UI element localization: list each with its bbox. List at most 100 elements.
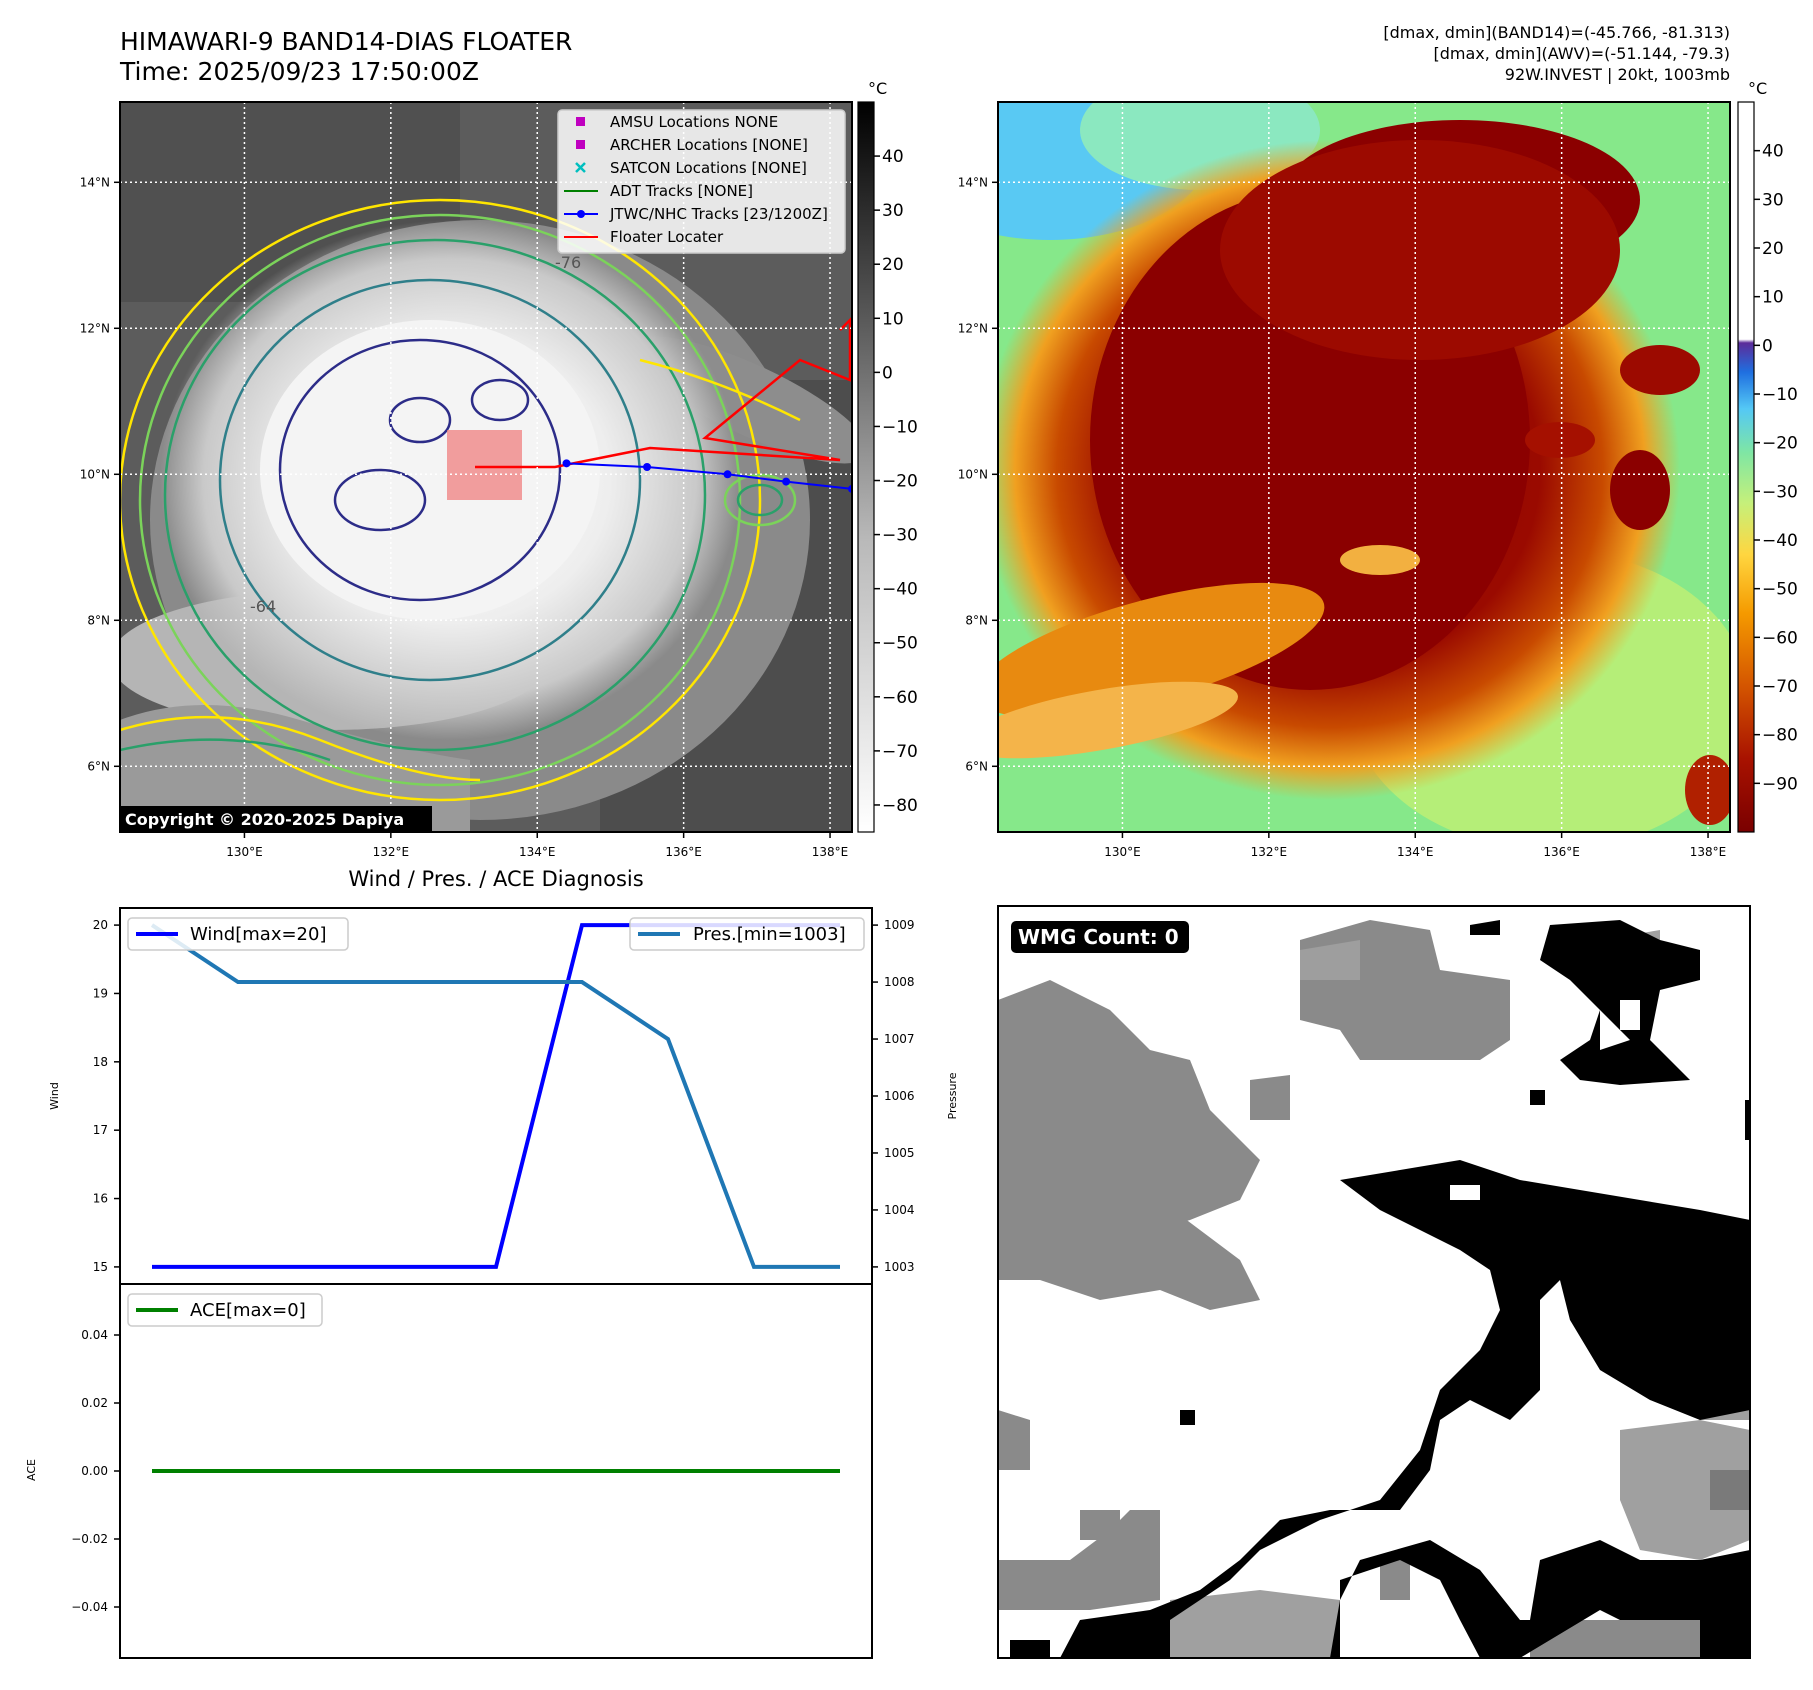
legend-entry: Floater Locater [564,228,724,246]
figure-time: Time: 2025/09/23 17:50:00Z [119,57,479,86]
wind-pressure-frame [119,907,873,1285]
tick-label: 1007 [884,1032,915,1046]
legend-dot-marker [577,210,585,218]
jtwc-track-point [643,463,652,471]
awv-lat-tick-label: 6°N [965,759,988,773]
colorbar-tick-label: −50 [1762,580,1798,600]
colorbar-tick-label: −60 [1762,628,1798,648]
awv-stat: [dmax, dmin](AWV)=(-51.144, -79.3) [1433,44,1730,63]
ir-lat-tick-label: 10°N [80,467,110,481]
wind-axis-label: Wind [48,1082,61,1110]
ir-colorbar-unit: °C [868,79,887,98]
tick-label: 15 [93,1260,108,1274]
awv-lat-tick-label: 12°N [958,321,988,335]
legend-entry: JTWC/NHC Tracks [23/1200Z] [564,205,828,223]
legend-entry: SATCON Locations [NONE] [575,159,807,177]
tick-label: 19 [93,986,108,1000]
awv-colorbar: °C 40 30 20 10 0 −10 −20 −30 −40 −50 −60 −70 −80 −90 [1737,79,1798,833]
ir-map-panel: -76 -64 130°E 132°E 134°E 136°E 138°E 14°N 12°… [80,101,853,859]
ir-map-legend: AMSU Locations NONE ARCHER Locations [NON… [557,109,846,254]
colorbar-tick-label: 30 [882,201,904,221]
legend-x-marker [575,162,586,173]
pressure-legend: Pres.[min=1003] [629,917,865,951]
band14-stat: [dmax, dmin](BAND14)=(-45.766, -81.313) [1383,23,1730,42]
wmg-count: WMG Count: 0 [1018,925,1179,949]
ir-map-frame [119,101,853,833]
ace-axis-label: ACE [25,1459,38,1481]
legend-label: Floater Locater [610,228,724,246]
ir-lat-tick-label: 14°N [80,175,110,189]
legend-square-marker [576,140,585,149]
legend-entry: ARCHER Locations [NONE] [576,136,808,154]
legend-label: AMSU Locations NONE [610,113,778,131]
tick-label: 1005 [884,1146,915,1160]
colorbar-tick-label: −60 [882,688,918,708]
ir-lat-tick-label: 12°N [80,321,110,335]
awv-lat-tick-label: 8°N [965,613,988,627]
colorbar-tick-label: −80 [882,796,918,816]
colorbar-tick-label: 0 [1762,336,1773,356]
ir-lon-tick-label: 130°E [226,845,263,859]
wmg-image [998,906,1750,1658]
storm-info: 92W.INVEST | 20kt, 1003mb [1505,65,1730,84]
ace-chart: 0.04 0.02 0.00 −0.02 −0.04 ACE ACE[max=0] [25,1283,873,1659]
colorbar-tick-label: −50 [882,634,918,654]
awv-map-panel: 130°E 132°E 134°E 136°E 138°E 14°N 12°N 10°N 8°N… [958,101,1731,859]
legend-label: SATCON Locations [NONE] [610,159,807,177]
tick-label: 0.00 [81,1464,108,1478]
awv-map-frame [997,101,1731,833]
awv-gridlines [998,102,1730,832]
colorbar-tick-label: −20 [1762,434,1798,454]
wmg-panel: WMG Count: 0 [997,905,1751,1659]
ace-axis-ticks: 0.04 0.02 0.00 −0.02 −0.04 [71,1328,120,1614]
ir-colorbar-bar [857,101,875,833]
wind-axis-ticks: 20 19 18 17 16 15 [93,918,120,1274]
tick-label: 17 [93,1123,108,1137]
tick-label: −0.04 [71,1600,108,1614]
colorbar-tick-label: −30 [882,526,918,546]
pressure-axis-label: Pressure [946,1072,959,1119]
colorbar-tick-label: −30 [1762,482,1798,502]
ir-lon-tick-label: 138°E [812,845,849,859]
awv-lon-tick-label: 132°E [1251,845,1288,859]
ir-lat-tick-label: 8°N [87,613,110,627]
legend-entry: ADT Tracks [NONE] [564,182,753,200]
ace-legend-label: ACE[max=0] [190,1300,306,1321]
ir-lon-tick-label: 136°E [665,845,702,859]
colorbar-tick-label: 20 [882,255,904,275]
awv-lat-tick-label: 10°N [958,467,988,481]
legend-label: ADT Tracks [NONE] [610,182,753,200]
ir-colorbar: °C 40 30 20 10 0 −10 −20 −30 −40 −50 −60 −70 −80 [857,79,918,833]
legend-label: ARCHER Locations [NONE] [610,136,808,154]
legend-label: JTWC/NHC Tracks [23/1200Z] [609,205,828,223]
tick-label: 0.02 [81,1396,108,1410]
jtwc-track-point [782,477,791,486]
awv-colorbar-bar [1737,101,1755,833]
tick-label: 1003 [884,1260,915,1274]
legend-square-marker [576,117,585,126]
colorbar-tick-label: −20 [882,472,918,492]
awv-lat-tick-label: 14°N [958,175,988,189]
ir-lon-tick-label: 132°E [373,845,410,859]
awv-lon-tick-label: 138°E [1690,845,1727,859]
colorbar-tick-label: 40 [882,147,904,167]
colorbar-tick-label: 10 [882,309,904,329]
ir-lon-tick-label: 134°E [519,845,556,859]
colorbar-tick-label: −40 [882,580,918,600]
colorbar-tick-label: 30 [1762,190,1784,210]
awv-lon-tick-label: 136°E [1543,845,1580,859]
pressure-legend-label: Pres.[min=1003] [693,924,846,945]
colorbar-tick-label: 10 [1762,288,1784,308]
wind-legend: Wind[max=20] [127,917,349,951]
pressure-series-line [150,923,840,1269]
awv-lon-tick-label: 130°E [1104,845,1141,859]
colorbar-tick-label: −70 [1762,677,1798,697]
ir-lat-tick-label: 6°N [87,759,110,773]
tick-label: −0.02 [71,1532,108,1546]
jtwc-track-point [562,459,571,468]
copyright-badge [120,806,432,832]
floater-box [447,430,522,500]
tick-label: 16 [93,1192,108,1206]
colorbar-tick-label: −80 [1762,726,1798,746]
